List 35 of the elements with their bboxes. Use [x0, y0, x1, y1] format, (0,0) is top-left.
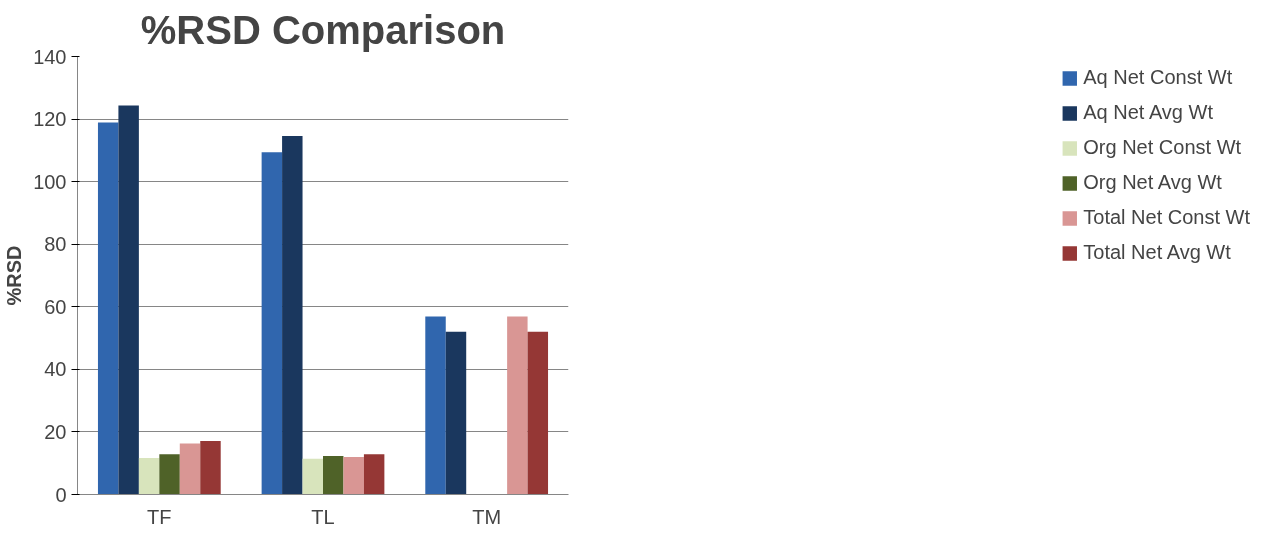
- legend-label: Org Net Avg Wt: [1083, 171, 1222, 194]
- legend-label: Org Net Const Wt: [1083, 136, 1242, 159]
- legend-label: Aq Net Avg Wt: [1083, 101, 1213, 124]
- bar: [138, 457, 160, 495]
- bar: [97, 122, 119, 495]
- chart-title: %RSD Comparison: [140, 7, 506, 52]
- bar: [527, 331, 549, 495]
- y-tick-label: 140: [33, 45, 67, 68]
- legend-label: Total Net Const Wt: [1083, 206, 1250, 229]
- x-tick-label: TM: [472, 505, 502, 528]
- y-tick-label: 100: [33, 170, 67, 193]
- x-tick-label: TF: [147, 505, 172, 528]
- y-tick-label: 120: [33, 108, 67, 131]
- bar: [425, 316, 446, 495]
- bar: [445, 331, 467, 495]
- bar: [507, 316, 528, 495]
- bar: [282, 135, 303, 495]
- bar: [343, 456, 364, 495]
- y-tick-label: 60: [44, 295, 67, 318]
- bar: [200, 441, 221, 495]
- bar: [363, 454, 385, 495]
- y-tick-label: 0: [55, 483, 67, 506]
- legend-label: Total Net Avg Wt: [1083, 241, 1231, 264]
- legend-label: Aq Net Const Wt: [1083, 66, 1233, 89]
- bar: [323, 456, 344, 495]
- y-axis-title: %RSD: [3, 245, 26, 306]
- y-tick-label: 80: [44, 233, 67, 256]
- bar: [179, 443, 201, 495]
- bar: [159, 454, 180, 495]
- bar: [261, 152, 283, 495]
- bar: [118, 105, 139, 495]
- x-tick-label: TL: [311, 505, 335, 528]
- y-tick-label: 20: [44, 420, 67, 443]
- bar: [302, 458, 323, 495]
- y-tick-label: 40: [44, 358, 67, 381]
